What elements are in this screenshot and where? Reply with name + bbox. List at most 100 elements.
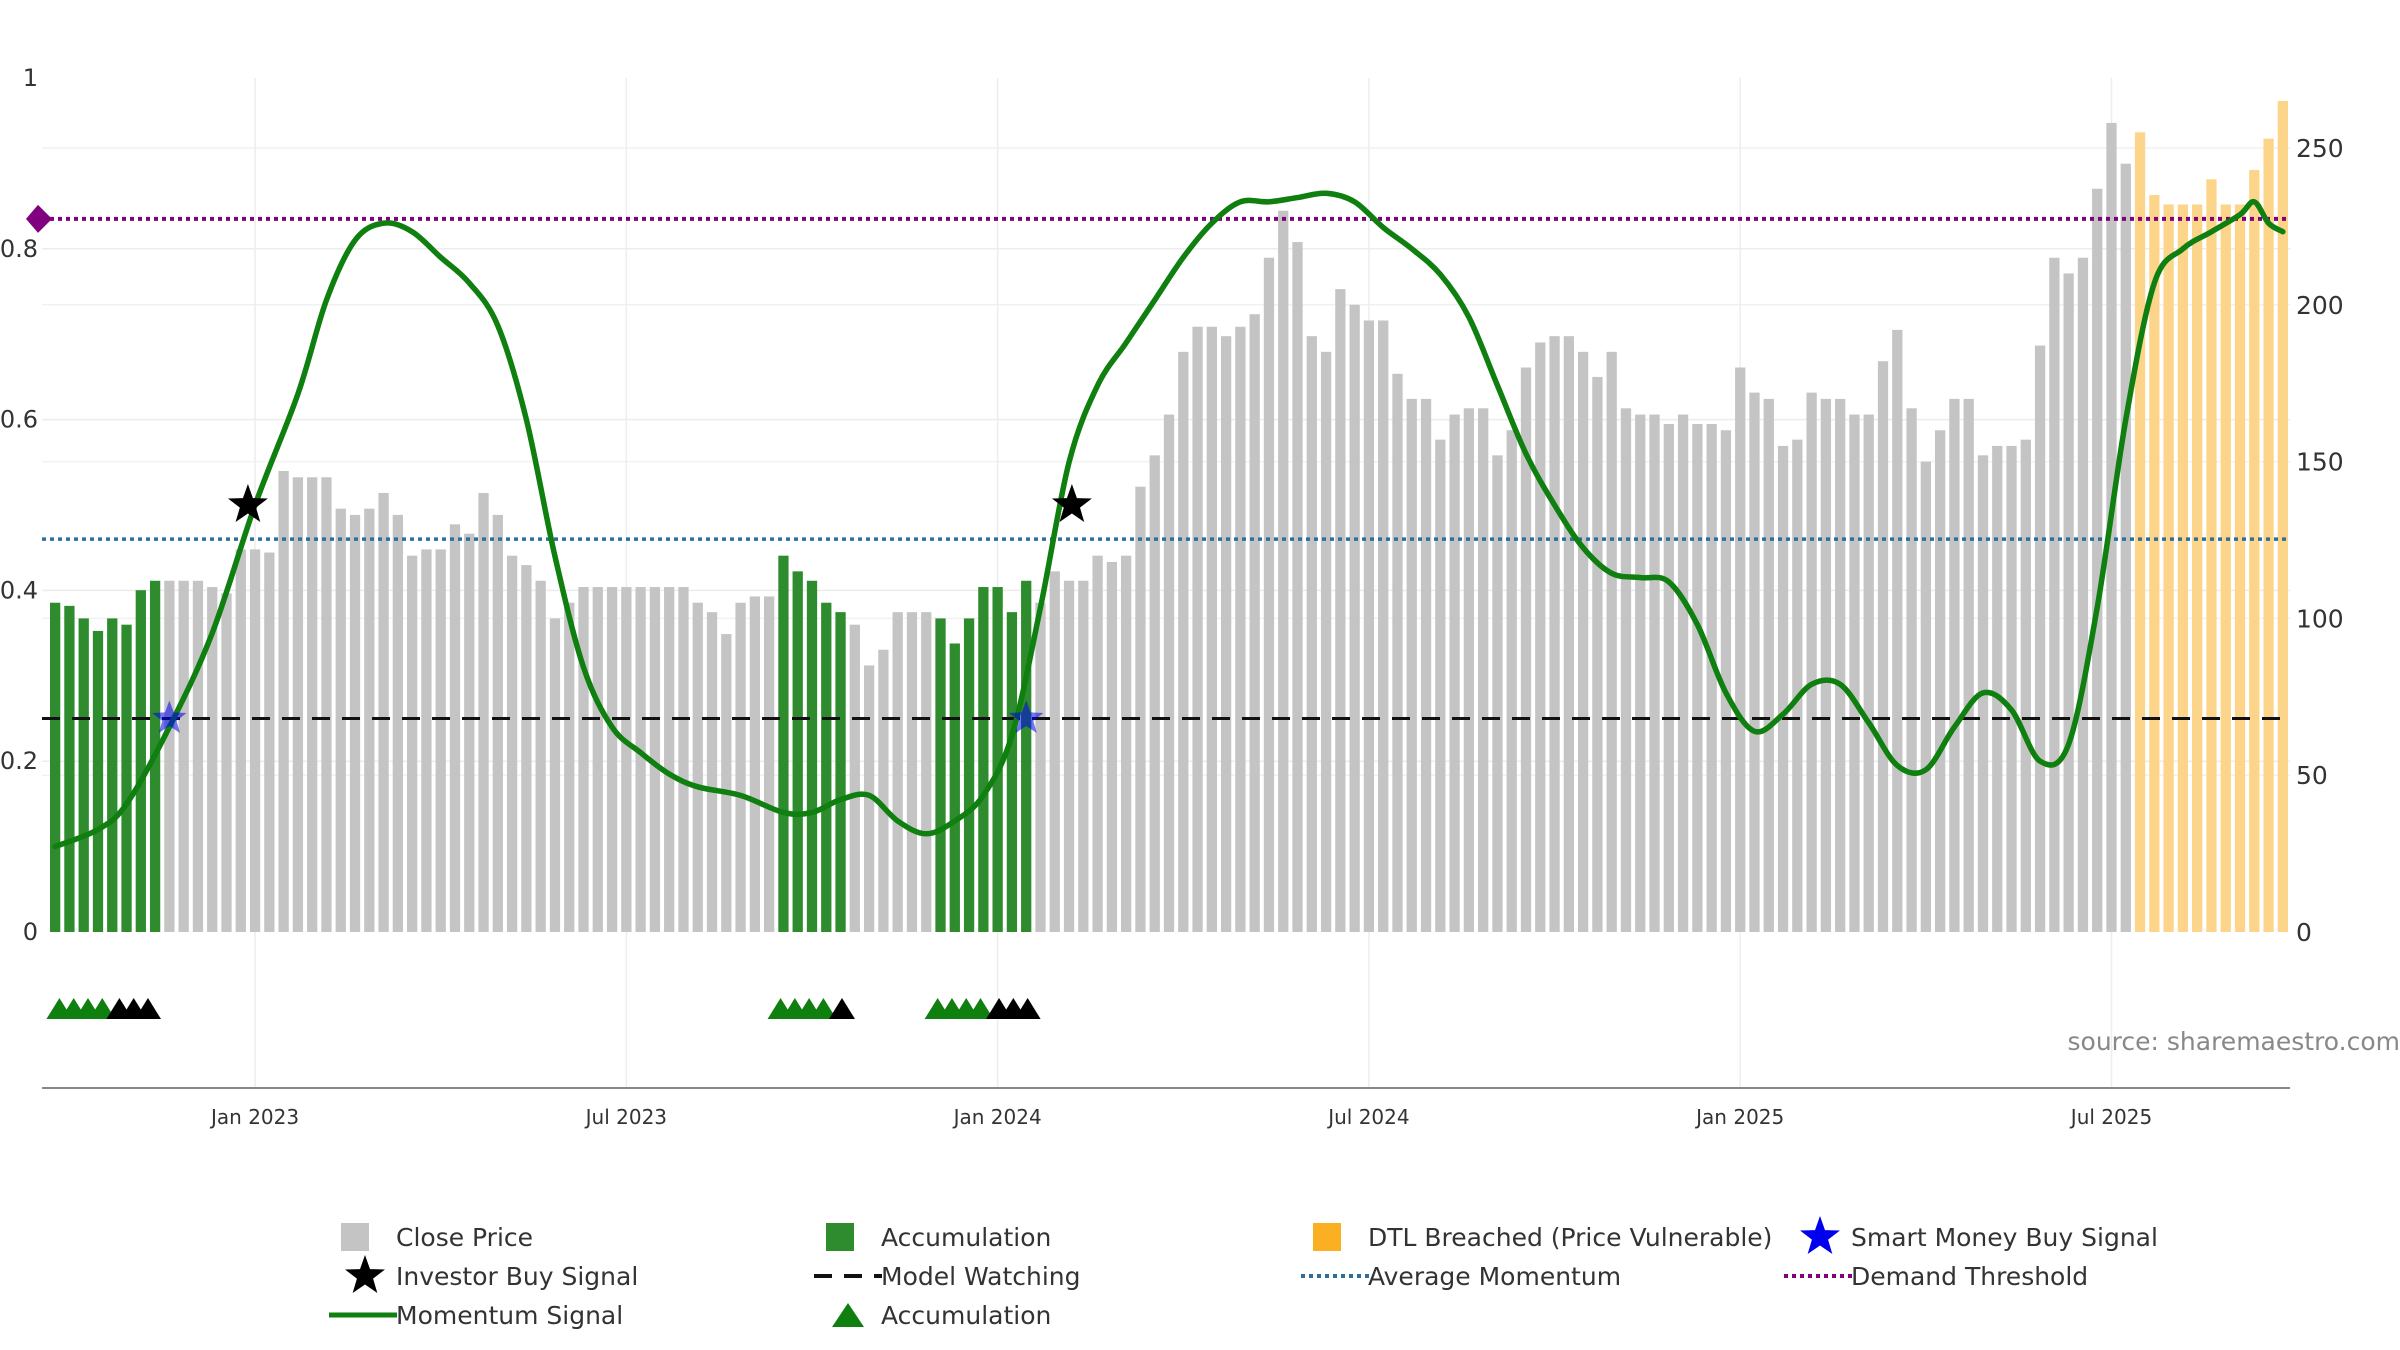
y-left-tick-label: 0.4 <box>0 576 38 604</box>
y-right-tick-label: 50 <box>2296 761 2328 790</box>
accumulation-marker-black <box>1014 998 1041 1019</box>
legend-label: Model Watching <box>881 1262 1081 1291</box>
investor-buy-signal <box>227 484 268 522</box>
bar-close <box>221 593 232 932</box>
bar-close <box>578 587 589 932</box>
legend-item: Momentum Signal <box>329 1301 623 1330</box>
bar-close <box>1435 439 1446 932</box>
bar-close <box>606 587 618 932</box>
legend-item: Model Watching <box>814 1262 1081 1291</box>
bar-close <box>1677 414 1689 932</box>
legend-item: Smart Money Buy Signal <box>1800 1216 2158 1254</box>
bar-dtl_breached <box>2234 204 2246 932</box>
legend-item: Average Momentum <box>1301 1262 1621 1291</box>
bar-dtl_breached <box>2149 195 2160 933</box>
bar-close <box>1121 555 1132 932</box>
bar-close <box>1149 455 1160 932</box>
bar-close <box>1506 430 1517 932</box>
bar-close <box>292 477 304 932</box>
legend-swatch <box>1313 1223 1341 1251</box>
legend: Close Price Accumulation DTL Breached (Pri… <box>329 1216 2158 1330</box>
bar-close <box>621 587 632 932</box>
bar-dtl_breached <box>2163 204 2174 932</box>
bar-accumulation <box>978 587 989 932</box>
bar-close <box>1135 486 1146 932</box>
bar-close <box>2034 345 2046 932</box>
bar-close <box>421 549 432 932</box>
bar-close <box>235 549 246 932</box>
y-right-tick-label: 250 <box>2296 134 2344 163</box>
bar-close <box>1892 329 1903 932</box>
bar-close <box>435 549 446 932</box>
bar-close <box>1520 367 1532 932</box>
bar-close <box>407 555 418 932</box>
bar-close <box>1263 257 1275 932</box>
legend-item: Demand Threshold <box>1784 1262 2088 1291</box>
bar-close <box>1606 351 1617 933</box>
bar-dtl_breached <box>2263 138 2274 933</box>
bar-close <box>449 524 461 932</box>
bar-close <box>1735 367 1746 932</box>
bar-close <box>392 514 404 932</box>
bar-close <box>506 555 518 932</box>
bar-close <box>878 649 889 932</box>
accumulation-marker-green <box>967 998 994 1019</box>
x-tick-label: Jan 2023 <box>209 1105 299 1129</box>
bar-close <box>1792 439 1803 932</box>
reference-lines <box>26 204 2290 720</box>
bar-close <box>1820 398 1832 932</box>
bar-close <box>335 508 346 932</box>
bar-accumulation <box>963 618 975 932</box>
bar-close <box>1720 430 1732 932</box>
legend-item: Accumulation <box>826 1223 1051 1252</box>
bar-close <box>735 602 746 932</box>
bar-close <box>1535 342 1546 932</box>
bar-dtl_breached <box>2134 132 2146 932</box>
bar-close <box>1749 392 1760 932</box>
bar-close <box>1806 392 1817 932</box>
bar-close <box>721 634 732 932</box>
bar-close <box>1635 414 1646 932</box>
bar-close <box>1620 408 1632 933</box>
bar-close <box>1863 414 1874 932</box>
accumulation-marker-black <box>828 998 855 1019</box>
x-tick-label: Jan 2024 <box>952 1105 1042 1129</box>
bar-close <box>906 612 918 932</box>
bar-close <box>1363 320 1375 933</box>
bar-close <box>1049 571 1060 932</box>
bar-close <box>1849 414 1860 932</box>
bar-accumulation <box>949 643 960 932</box>
bar-accumulation <box>107 618 118 932</box>
bar-close <box>164 580 175 932</box>
legend-swatch <box>345 1255 385 1293</box>
bar-close <box>1163 414 1175 932</box>
bar-close <box>1663 423 1674 932</box>
bar-close <box>1378 320 1389 933</box>
accumulation-marker-black <box>134 998 161 1019</box>
bar-close <box>1306 336 1317 932</box>
bar-close <box>664 587 675 932</box>
bar-close <box>1920 461 1931 932</box>
bar-close <box>1406 398 1417 932</box>
bar-close <box>1392 373 1403 932</box>
bar-accumulation <box>1006 612 1018 932</box>
bar-close <box>1463 408 1475 933</box>
legend-swatch <box>1800 1216 1840 1254</box>
momentum-signal <box>52 190 2286 850</box>
bar-close <box>1692 423 1703 932</box>
y-left-tick-label: 1 <box>23 64 38 92</box>
bar-close <box>1963 398 1974 932</box>
bar-dtl_breached <box>2206 179 2217 933</box>
bar-close <box>1592 376 1603 933</box>
bar-close <box>1763 398 1774 932</box>
bar-close <box>1249 314 1260 932</box>
bar-close <box>1420 398 1432 932</box>
bar-close <box>249 549 261 932</box>
bar-close <box>1092 555 1103 932</box>
bar-close <box>1577 351 1589 933</box>
bar-accumulation <box>792 571 803 932</box>
bar-close <box>1992 445 2003 932</box>
legend-label: Momentum Signal <box>396 1301 623 1330</box>
bar-close <box>849 624 860 932</box>
